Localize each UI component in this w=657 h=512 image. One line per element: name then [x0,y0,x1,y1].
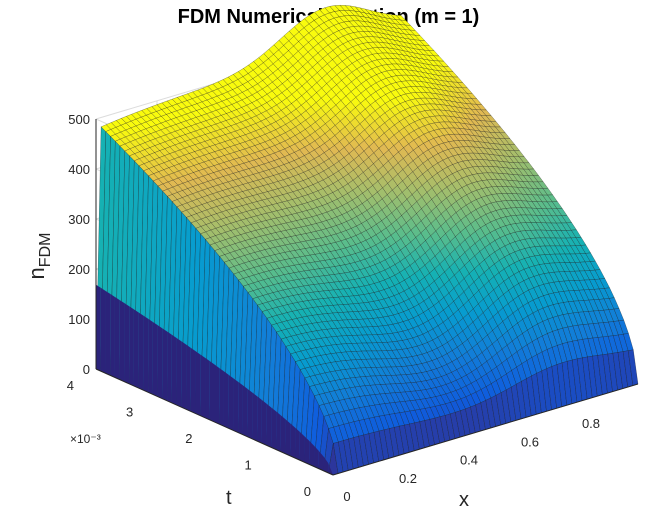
surface-side-face [318,450,324,471]
x-tick-label: 0 [343,489,350,504]
t-axis-multiplier: ×10⁻³ [70,432,101,446]
surface-side-face [110,293,115,378]
z-axis-label-sub: FDM [37,233,54,268]
t-axis-line [95,368,334,476]
surface-side-face [233,378,239,433]
t-tick-label: 2 [185,431,192,446]
surface-side-face [219,367,224,427]
surface-side-face [328,463,333,475]
surface-side-face [280,415,286,454]
z-tick-label: 0 [83,362,90,377]
surface-side-face [295,427,300,461]
surface-side-face [138,312,144,391]
surface-side-face [257,396,262,444]
surface-side-face [129,306,134,386]
x-tick-label: 0.6 [521,434,539,449]
surface-side-face [190,347,196,414]
surface-side-face [209,361,215,422]
surface-side-face [114,296,120,380]
surface-mesh [95,5,639,476]
surface-side-face [105,290,111,376]
z-tick-label: 200 [68,262,90,277]
surface-side-face [186,344,191,412]
surface-side-face [148,318,153,395]
t-tick-label: 3 [126,405,133,420]
z-axis-label: nFDM [24,233,54,280]
surface-side-face [176,338,182,408]
surface-side-face [247,389,253,439]
t-axis-label: t [226,487,232,509]
z-tick-label: 500 [68,112,90,127]
svg-text:nFDM: nFDM [24,233,54,280]
x-tick-label: 0.2 [399,471,417,486]
axes-lines [95,119,639,476]
surface-side-face [96,284,101,372]
z-tick-label: 400 [68,162,90,177]
surface-side-face [133,309,139,389]
surface-side-face [252,392,258,442]
surface-side-face [119,300,125,382]
surface-side-face [157,325,163,399]
surface-side-face [162,328,168,401]
z-tick-label: 100 [68,312,90,327]
surface-side-face [323,456,329,473]
surface-side-face [205,357,210,420]
surface-side-face [276,411,281,452]
surface-side-face [242,385,248,437]
surface-side-face [100,287,106,374]
surface-side-face [285,419,291,456]
surface-side-face [271,407,277,450]
surface-side-face [124,303,130,384]
surface-side-face [314,445,319,469]
t-tick-label: 0 [304,484,311,499]
surface-side-face [228,374,234,431]
t-tick-label: 1 [245,458,252,473]
z-axis-label-main: n [24,267,49,279]
surface-side-face [304,436,310,465]
surface-side-face [290,423,296,459]
surface-side-face [195,351,201,416]
t-tick-label: 4 [67,378,74,393]
surface-side-face [167,331,172,403]
surface-side-face [181,341,187,410]
surface-side-face [143,315,149,393]
z-tick-label: 300 [68,212,90,227]
x-axis-line [332,383,639,476]
surface-side-face [261,400,267,446]
x-axis-label: x [459,489,469,511]
surface-side-face [309,440,315,467]
surface-side-face [214,364,220,425]
surface-side-face [171,334,177,406]
surface-side-face [200,354,206,418]
x-tick-label: 0.8 [582,416,600,431]
surface-side-face [238,381,243,435]
surface-side-face [266,403,272,448]
surface-side-face [152,321,158,397]
surface-side-face [223,371,229,429]
x-tick-label: 0.4 [460,453,478,468]
surface-side-face [299,431,305,463]
